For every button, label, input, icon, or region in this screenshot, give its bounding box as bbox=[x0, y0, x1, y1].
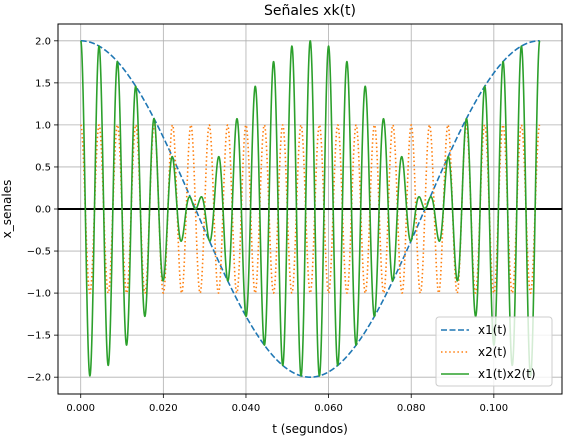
plot-area bbox=[57, 23, 563, 395]
y-tick-label: 0.0 bbox=[35, 205, 51, 216]
y-ticks: −2.0 −1.5 −1.0 −0.5 0.0 0.5 1.0 1.5 2.0 bbox=[27, 36, 58, 384]
x-tick-label: 0.080 bbox=[397, 403, 426, 414]
y-tick-label: −0.5 bbox=[27, 247, 51, 258]
legend-label-product: x1(t)x2(t) bbox=[478, 367, 536, 381]
legend-label-x2: x2(t) bbox=[478, 345, 507, 359]
y-tick-label: 1.5 bbox=[35, 78, 51, 89]
x-tick-label: 0.100 bbox=[480, 403, 509, 414]
series-product-line bbox=[80, 40, 541, 377]
series-x1-line bbox=[80, 40, 541, 378]
y-axis-title: x_senales bbox=[0, 180, 14, 239]
x-tick-label: 0.040 bbox=[232, 403, 261, 414]
y-tick-label: 1.0 bbox=[35, 120, 51, 131]
x-ticks: 0.000 0.020 0.040 0.060 0.080 0.100 bbox=[66, 394, 508, 414]
y-tick-label: 0.5 bbox=[35, 162, 51, 173]
series-layer bbox=[80, 40, 541, 378]
y-tick-label: 2.0 bbox=[35, 36, 51, 47]
x-tick-label: 0.000 bbox=[66, 403, 95, 414]
y-tick-label: −1.5 bbox=[27, 331, 51, 342]
legend-box bbox=[435, 316, 553, 387]
y-tick-label: −2.0 bbox=[27, 373, 51, 384]
x-tick-label: 0.060 bbox=[314, 403, 343, 414]
legend-label-x1: x1(t) bbox=[478, 323, 507, 337]
x-tick-label: 0.020 bbox=[149, 403, 178, 414]
chart-title: Señales xk(t) bbox=[264, 3, 356, 19]
x-axis-title: t (segundos) bbox=[272, 422, 348, 436]
legend: x1(t) x2(t) x1(t)x2(t) bbox=[435, 316, 553, 387]
y-tick-label: −1.0 bbox=[27, 289, 51, 300]
